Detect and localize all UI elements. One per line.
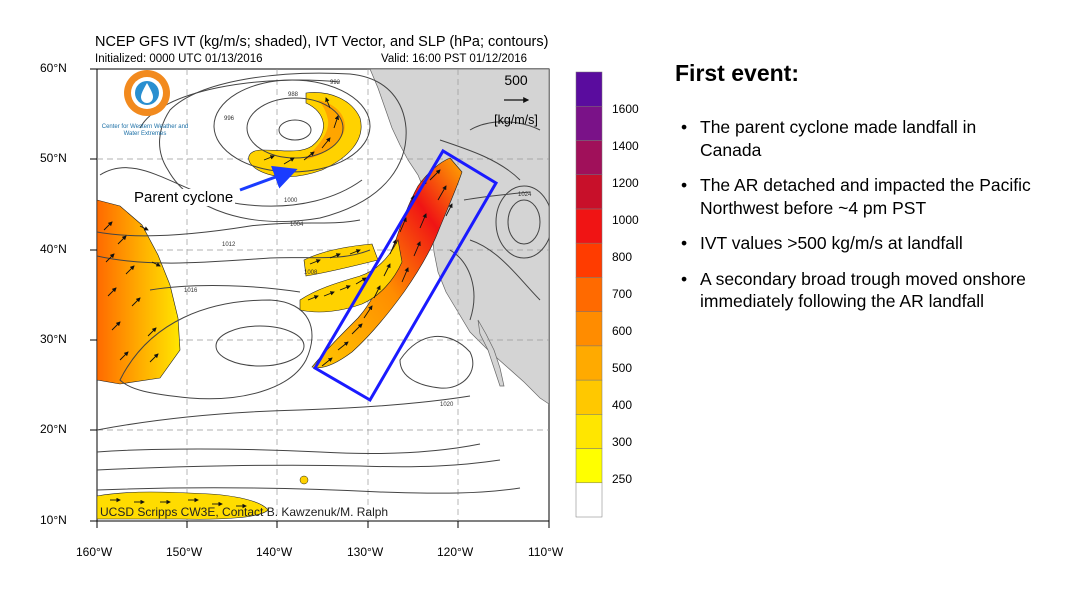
colorbar-swatch	[575, 311, 603, 347]
lon-label-130w: 130°W	[347, 545, 384, 559]
panel-heading: First event:	[675, 60, 799, 86]
cw3e-logo	[124, 70, 170, 116]
svg-text:1012: 1012	[222, 242, 236, 248]
bullet-dot: •	[681, 233, 688, 253]
parent-cyclone-arrow	[239, 165, 298, 192]
lat-label-30n: 30°N	[40, 332, 67, 346]
bullet-dot: •	[681, 268, 688, 289]
colorbar-swatch	[575, 71, 603, 107]
colorbar-swatch	[575, 208, 603, 244]
bullet-item: • A secondary broad trough moved onshore …	[678, 268, 1038, 313]
map-valid-time: Valid: 16:00 PST 01/12/2016	[381, 53, 527, 65]
lat-label-10n: 10°N	[40, 513, 67, 527]
colorbar-label-600: 600	[612, 324, 633, 338]
colorbar-label-1200: 1200	[612, 176, 639, 190]
axis-ticks	[90, 68, 550, 528]
colorbar-label-250: 250	[612, 472, 633, 486]
bullet-text: A secondary broad trough moved onshore i…	[700, 268, 1026, 312]
colorbar-swatch	[575, 379, 603, 415]
colorbar-swatch	[575, 140, 603, 175]
lat-label-50n: 50°N	[40, 151, 67, 165]
map-title: NCEP GFS IVT (kg/m/s; shaded), IVT Vecto…	[95, 34, 549, 50]
baja-peninsula	[477, 319, 505, 387]
logo-caption: Center for Western Weather and Water Ext…	[101, 124, 189, 137]
bullet-item: • IVT values >500 kg/m/s at landfall	[678, 232, 1038, 255]
colorbar-label-500: 500	[612, 361, 633, 375]
colorbar-label-1600: 1600	[612, 102, 639, 116]
colorbar-label-300: 300	[612, 435, 633, 449]
colorbar-swatch	[575, 277, 603, 312]
ivt-small-patch	[299, 475, 309, 485]
ar-highlight-box	[312, 148, 499, 403]
svg-text:1016: 1016	[184, 288, 198, 294]
bullet-text: The parent cyclone made landfall in Cana…	[700, 117, 977, 160]
lon-label-120w: 120°W	[437, 545, 474, 559]
lon-label-110w: 110°W	[528, 545, 564, 559]
colorbar-swatch	[575, 414, 603, 449]
slp-contours	[97, 72, 549, 494]
ivt-colorbar	[575, 71, 603, 518]
parent-cyclone-label: Parent cyclone	[132, 189, 236, 206]
ivt-atmospheric-river	[311, 157, 463, 369]
svg-text:1008: 1008	[304, 270, 318, 276]
colorbar-swatch	[575, 174, 603, 210]
colorbar-swatch	[575, 242, 603, 278]
svg-text:1024: 1024	[518, 192, 532, 198]
svg-text:1020: 1020	[440, 402, 454, 408]
bullet-text: IVT values >500 kg/m/s at landfall	[700, 233, 963, 253]
colorbar-swatch	[575, 345, 603, 381]
bullet-item: • The parent cyclone made landfall in Can…	[678, 116, 1038, 161]
map-initialized-time: Initialized: 0000 UTC 01/13/2016	[95, 53, 263, 65]
bullet-dot: •	[681, 175, 688, 195]
bullet-dot: •	[681, 117, 688, 137]
svg-text:1000: 1000	[284, 198, 298, 204]
svg-text:1004: 1004	[290, 222, 304, 228]
colorbar-swatch	[575, 105, 603, 141]
slp-contour-labels: 988 992 996 1000 1004 1008 1012 1016 102…	[184, 80, 532, 408]
bullet-item: • The AR detached and impacted the Pacifi…	[678, 174, 1038, 219]
ivt-bottom-strip	[97, 491, 269, 520]
lon-label-160w: 160°W	[76, 545, 113, 559]
colorbar-label-1000: 1000	[612, 213, 639, 227]
ivt-north-plume-core	[304, 100, 345, 160]
vector-legend-value: 500	[504, 72, 528, 88]
lon-label-150w: 150°W	[166, 545, 203, 559]
ivt-west-plume	[97, 199, 181, 385]
lon-label-140w: 140°W	[256, 545, 293, 559]
bullet-list: • The parent cyclone made landfall in Can…	[678, 116, 1038, 326]
svg-text:996: 996	[224, 116, 235, 122]
colorbar-label-800: 800	[612, 250, 633, 264]
lat-label-60n: 60°N	[40, 61, 67, 75]
map-credit: UCSD Scripps CW3E, Contact B. Kawzenuk/M…	[100, 505, 389, 519]
colorbar-swatch	[575, 482, 603, 518]
lat-label-20n: 20°N	[40, 422, 67, 436]
colorbar-label-1400: 1400	[612, 139, 639, 153]
bullet-text: The AR detached and impacted the Pacific…	[700, 175, 1031, 218]
lat-label-40n: 40°N	[40, 242, 67, 256]
colorbar-label-400: 400	[612, 398, 633, 412]
vector-legend-unit: [kg/m/s]	[494, 113, 538, 127]
colorbar-swatch	[575, 448, 603, 484]
svg-text:992: 992	[330, 80, 341, 86]
colorbar-label-700: 700	[612, 287, 633, 301]
svg-text:988: 988	[288, 92, 299, 98]
